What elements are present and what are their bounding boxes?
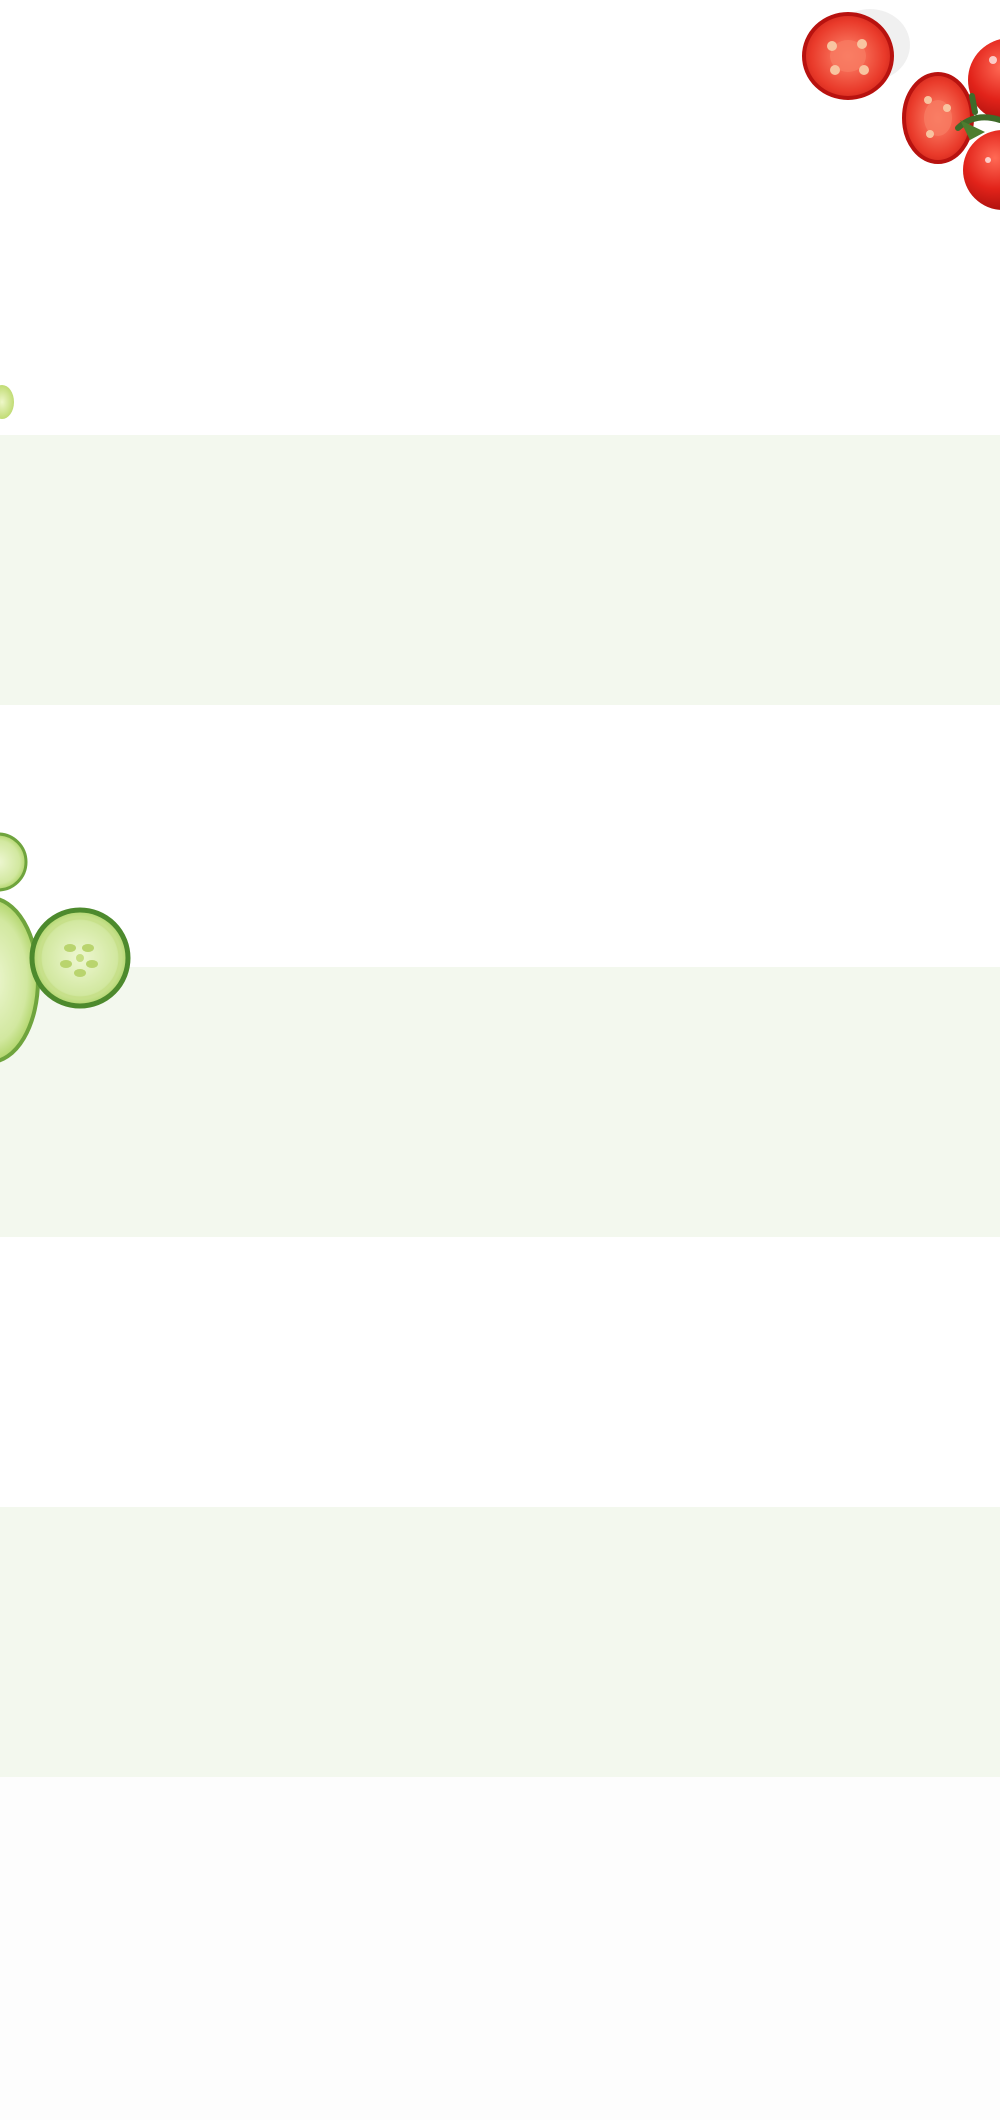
content-section-3 xyxy=(0,1237,1000,1507)
content-band-2 xyxy=(0,967,1000,1237)
content-band-1 xyxy=(0,435,1000,705)
page-background-top xyxy=(0,0,1000,435)
content-section-2 xyxy=(0,705,1000,967)
footer-area xyxy=(0,1777,1000,2120)
content-band-3 xyxy=(0,1507,1000,1777)
